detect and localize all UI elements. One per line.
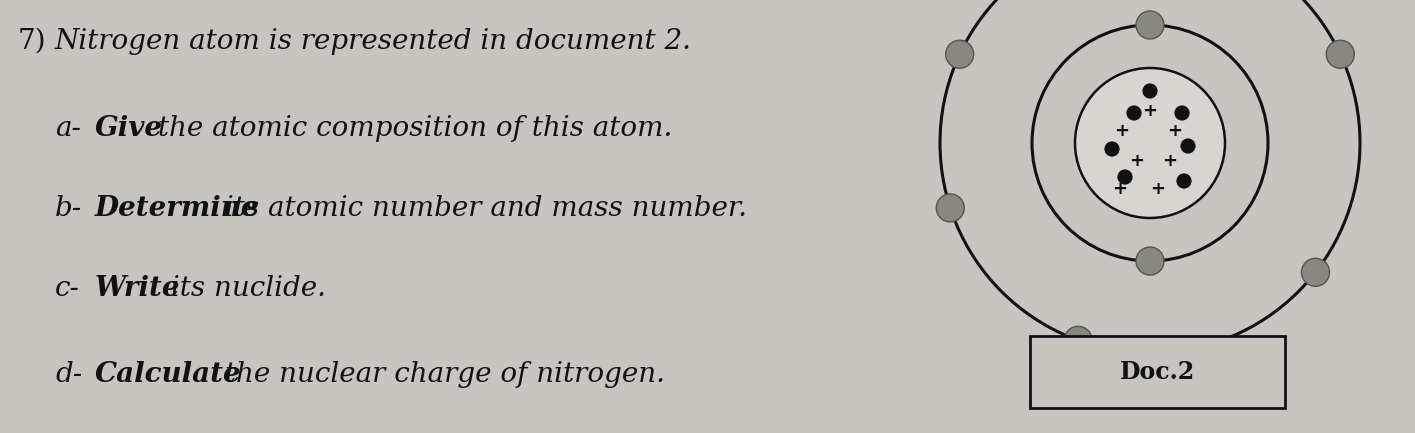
Text: the nuclear charge of nitrogen.: the nuclear charge of nitrogen. [216,361,665,388]
Text: +: + [1163,152,1177,170]
Text: its atomic number and mass number.: its atomic number and mass number. [216,195,747,222]
Circle shape [1136,247,1165,275]
Text: Write: Write [95,275,181,302]
Text: +: + [1167,122,1183,140]
Text: 7): 7) [18,28,47,55]
Text: Determine: Determine [95,195,259,222]
Circle shape [1075,68,1225,218]
Circle shape [1176,173,1191,189]
Circle shape [1126,105,1142,121]
Text: Nitrogen atom is represented in document 2.: Nitrogen atom is represented in document… [55,28,692,55]
Text: Give: Give [95,115,163,142]
Circle shape [1302,259,1330,286]
Circle shape [937,194,964,222]
Circle shape [1326,40,1354,68]
Text: b-: b- [55,195,82,222]
Circle shape [1118,169,1132,184]
Circle shape [1104,142,1119,157]
Text: +: + [1142,102,1157,120]
Text: a-: a- [55,115,81,142]
Text: +: + [1129,152,1145,170]
Text: Calculate: Calculate [95,361,242,388]
Text: +: + [1115,122,1129,140]
Text: Doc.2: Doc.2 [1119,360,1196,384]
Text: the atomic composition of this atom.: the atomic composition of this atom. [149,115,672,142]
FancyBboxPatch shape [1030,336,1285,408]
Circle shape [1136,11,1165,39]
Circle shape [1174,105,1190,121]
Text: +: + [1112,180,1128,198]
Circle shape [945,40,974,68]
Circle shape [1180,139,1196,154]
Text: its nuclide.: its nuclide. [163,275,327,302]
Circle shape [1142,84,1157,99]
Circle shape [1064,326,1092,354]
Text: c-: c- [55,275,79,302]
Text: +: + [1150,180,1166,198]
Text: d-: d- [55,361,82,388]
